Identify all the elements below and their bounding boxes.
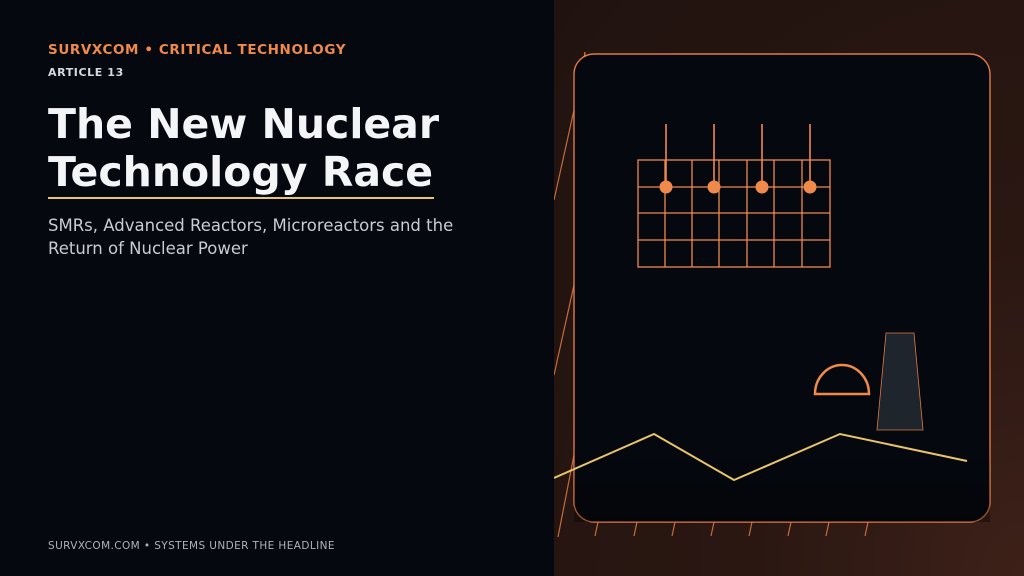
hatch-ticks-bottom [594, 521, 869, 537]
cooling-tower-icon [876, 332, 924, 431]
illustration-panel [554, 0, 1024, 576]
left-panel: SURVXCOM • CRITICAL TECHNOLOGY ARTICLE 1… [48, 42, 528, 552]
title-underline [48, 197, 434, 199]
footer-site-line: SURVXCOM.COM • SYSTEMS UNDER THE HEADLIN… [48, 540, 335, 552]
hatch-lines-left [554, 109, 575, 538]
article-number: ARTICLE 13 [48, 66, 124, 79]
control-rod-icon [659, 124, 817, 194]
title-line-1: The New Nuclear [48, 100, 440, 148]
subtitle-line-2: Return of Nuclear Power [48, 239, 248, 258]
publication-kicker: SURVXCOM • CRITICAL TECHNOLOGY [48, 42, 347, 58]
title-line-2: Technology Race [48, 148, 434, 196]
subtitle-line-1: SMRs, Advanced Reactors, Microreactors a… [48, 216, 454, 235]
reactor-core-grid-icon [637, 159, 831, 268]
page-subtitle: SMRs, Advanced Reactors, Microreactors a… [48, 214, 528, 260]
page-title: The New Nuclear Technology Race [48, 100, 439, 196]
containment-dome-icon [813, 363, 871, 396]
power-line-icon [554, 432, 968, 482]
landscape-shadow [574, 440, 990, 522]
nuclear-illustration [554, 51, 991, 538]
